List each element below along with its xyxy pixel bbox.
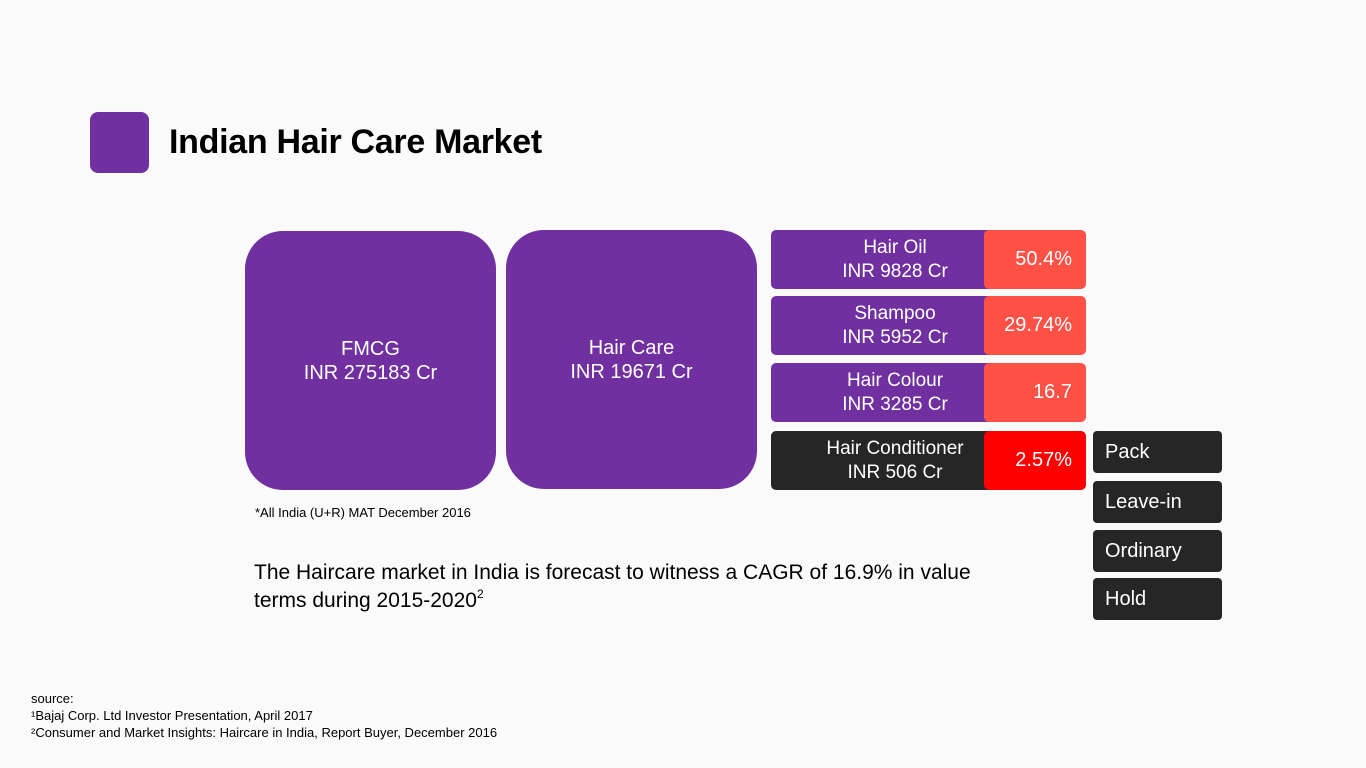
segment-label: Hair Colour	[846, 369, 944, 391]
segment-share: 50.4%	[984, 230, 1086, 289]
segment-label: Shampoo	[854, 302, 936, 324]
cagr-summary: The Haircare market in India is forecast…	[254, 559, 1014, 615]
segment-name-box: Hair Oil INR 9828 Cr	[771, 230, 1019, 289]
segment-share: 2.57%	[984, 431, 1086, 490]
segment-label: Hair Conditioner	[826, 437, 964, 459]
source-item: ¹Bajaj Corp. Ltd Investor Presentation, …	[31, 708, 313, 723]
conditioner-type-leave-in: Leave-in	[1093, 481, 1222, 523]
title-accent-square	[90, 112, 149, 173]
segment-share: 29.74%	[984, 296, 1086, 355]
segment-label: Hair Oil	[863, 236, 927, 258]
data-footnote: *All India (U+R) MAT December 2016	[255, 505, 471, 520]
segment-name-box: Shampoo INR 5952 Cr	[771, 296, 1019, 355]
hair-care-market-box: Hair Care INR 19671 Cr	[506, 230, 757, 489]
source-item: ²Consumer and Market Insights: Haircare …	[31, 725, 498, 740]
summary-text: The Haircare market in India is forecast…	[254, 561, 971, 612]
summary-reference: 2	[476, 587, 484, 601]
sources-heading: source:	[31, 691, 74, 706]
segment-value: INR 3285 Cr	[842, 393, 948, 415]
hair-care-value: INR 19671 Cr	[570, 360, 693, 383]
hair-care-label: Hair Care	[588, 336, 675, 359]
conditioner-type-ordinary: Ordinary	[1093, 530, 1222, 572]
conditioner-type-hold: Hold	[1093, 578, 1222, 620]
sources-block: source: ¹Bajaj Corp. Ltd Investor Presen…	[31, 690, 497, 741]
page-title: Indian Hair Care Market	[169, 123, 542, 161]
segment-shampoo: Shampoo INR 5952 Cr 29.74%	[771, 296, 1086, 355]
segment-hair-oil: Hair Oil INR 9828 Cr 50.4%	[771, 230, 1086, 289]
segment-share: 16.7	[984, 363, 1086, 422]
segment-name-box: Hair Colour INR 3285 Cr	[771, 363, 1019, 422]
segment-hair-conditioner: Hair Conditioner INR 506 Cr 2.57%	[771, 431, 1086, 490]
fmcg-label: FMCG	[341, 337, 400, 360]
fmcg-market-box: FMCG INR 275183 Cr	[245, 231, 496, 490]
segment-value: INR 5952 Cr	[842, 326, 948, 348]
segment-value: INR 506 Cr	[847, 461, 943, 483]
segment-hair-colour: Hair Colour INR 3285 Cr 16.7	[771, 363, 1086, 422]
fmcg-value: INR 275183 Cr	[303, 361, 438, 384]
segment-value: INR 9828 Cr	[842, 260, 948, 282]
segment-name-box: Hair Conditioner INR 506 Cr	[771, 431, 1019, 490]
conditioner-type-pack: Pack	[1093, 431, 1222, 473]
